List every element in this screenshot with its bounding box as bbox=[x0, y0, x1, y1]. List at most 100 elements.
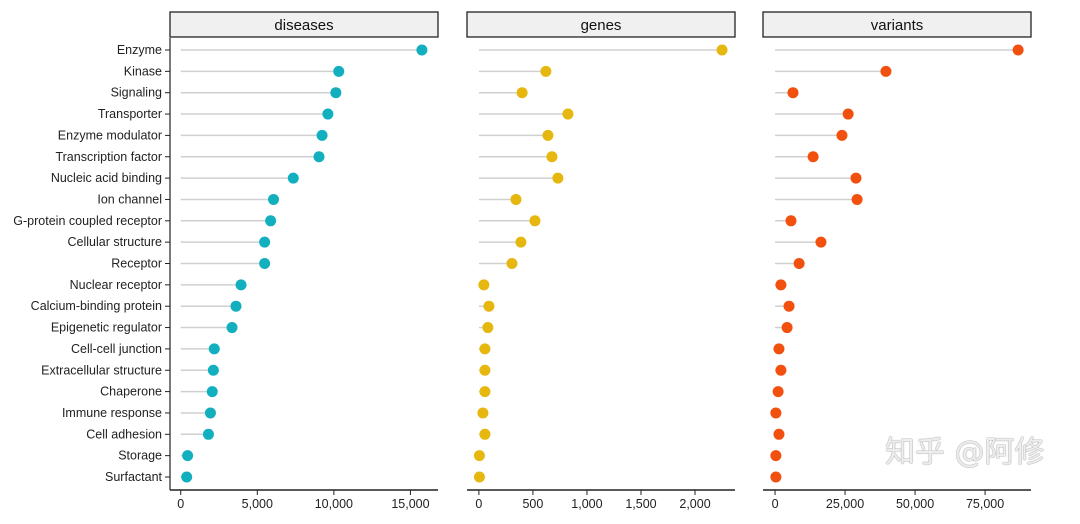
lollipop-point bbox=[259, 258, 271, 269]
lollipop-point bbox=[479, 343, 491, 355]
lollipop-point bbox=[181, 471, 193, 483]
lollipop-point bbox=[202, 428, 214, 440]
y-tick-label: Signaling bbox=[111, 86, 162, 100]
facet-label: variants bbox=[871, 17, 924, 34]
facet-strip-genes bbox=[466, 11, 736, 38]
lollipop-point bbox=[482, 322, 494, 334]
lollipop-point bbox=[265, 215, 277, 227]
watermark: 知乎 @阿修 bbox=[885, 435, 1045, 470]
lollipop-point bbox=[259, 236, 271, 248]
lollipop-point bbox=[204, 407, 216, 419]
lollipop-point bbox=[773, 428, 785, 440]
lollipop-point bbox=[815, 236, 827, 248]
lollipop-point bbox=[230, 300, 242, 312]
lollipop-point bbox=[781, 322, 793, 334]
lollipop-point bbox=[542, 129, 554, 141]
lollipop-point bbox=[552, 172, 564, 184]
lollipop-point bbox=[773, 343, 785, 355]
lollipop-point bbox=[515, 236, 527, 248]
x-tick-label: 15,000 bbox=[391, 497, 429, 511]
lollipop-point bbox=[785, 215, 797, 227]
y-tick-label: Immune response bbox=[62, 406, 162, 420]
y-tick-label: Receptor bbox=[111, 257, 162, 271]
lollipop-point bbox=[787, 87, 799, 99]
lollipop-point bbox=[850, 172, 862, 184]
lollipop-point bbox=[483, 300, 495, 312]
lollipop-point bbox=[770, 471, 782, 483]
x-tick-label: 5,000 bbox=[242, 497, 273, 511]
lollipop-point bbox=[313, 151, 325, 163]
y-tick-label: Nucleic acid binding bbox=[51, 171, 162, 185]
lollipop-point bbox=[206, 386, 218, 398]
x-tick-label: 10,000 bbox=[315, 497, 353, 511]
x-tick-label: 50,000 bbox=[896, 497, 934, 511]
y-tick-label: Cell adhesion bbox=[86, 427, 162, 441]
lollipop-point bbox=[772, 386, 784, 398]
lollipop-point bbox=[473, 471, 485, 483]
lollipop-point bbox=[416, 44, 428, 56]
lollipop-point bbox=[479, 386, 491, 398]
y-tick-label: Epigenetic regulator bbox=[51, 321, 162, 335]
lollipop-point bbox=[479, 364, 491, 376]
lollipop-point bbox=[775, 279, 787, 291]
y-tick-label: Cellular structure bbox=[68, 235, 163, 249]
x-tick-label: 1,000 bbox=[571, 497, 602, 511]
y-tick-label: Calcium-binding protein bbox=[31, 299, 162, 313]
lollipop-point bbox=[473, 450, 485, 462]
y-tick-label: Storage bbox=[118, 449, 162, 463]
facet-label: genes bbox=[581, 17, 622, 34]
lollipop-point bbox=[1012, 44, 1024, 56]
lollipop-point bbox=[562, 108, 574, 120]
lollipop-point bbox=[793, 258, 805, 269]
lollipop-point bbox=[770, 407, 782, 419]
facet-strip-variants bbox=[762, 11, 1032, 38]
lollipop-point bbox=[208, 343, 220, 355]
x-tick-label: 75,000 bbox=[966, 497, 1004, 511]
lollipop-point bbox=[880, 65, 892, 77]
lollipop-point bbox=[226, 322, 238, 334]
y-tick-label: Nuclear receptor bbox=[70, 278, 162, 292]
lollipop-point bbox=[330, 87, 342, 99]
lollipop-point bbox=[775, 364, 787, 376]
lollipop-point bbox=[316, 129, 328, 141]
lollipop-point bbox=[235, 279, 247, 291]
lollipop-point bbox=[207, 364, 219, 376]
lollipop-point bbox=[540, 65, 552, 77]
y-tick-label: Transcription factor bbox=[55, 150, 162, 164]
lollipop-point bbox=[770, 450, 782, 462]
lollipop-point bbox=[506, 258, 518, 269]
facet-strip-diseases bbox=[169, 11, 439, 38]
y-tick-label: Kinase bbox=[124, 64, 162, 78]
y-tick-label: Transporter bbox=[98, 107, 162, 121]
lollipop-point bbox=[333, 65, 345, 77]
x-tick-label: 0 bbox=[475, 497, 482, 511]
lollipop-point bbox=[182, 450, 194, 462]
x-tick-label: 500 bbox=[522, 497, 543, 511]
y-tick-label: Surfactant bbox=[105, 470, 163, 484]
lollipop-point bbox=[851, 193, 863, 205]
lollipop-point bbox=[836, 129, 848, 141]
y-tick-label: Enzyme modulator bbox=[58, 128, 162, 142]
lollipop-point bbox=[546, 151, 558, 163]
y-tick-label: Extracellular structure bbox=[41, 363, 162, 377]
lollipop-point bbox=[807, 151, 819, 163]
lollipop-point bbox=[529, 215, 541, 227]
y-tick-label: Cell-cell junction bbox=[71, 342, 162, 356]
x-tick-label: 0 bbox=[772, 497, 779, 511]
lollipop-point bbox=[268, 193, 280, 205]
lollipop-point bbox=[477, 407, 489, 419]
y-tick-label: Enzyme bbox=[117, 43, 162, 57]
lollipop-point bbox=[516, 87, 528, 99]
lollipop-point bbox=[783, 300, 795, 312]
x-tick-label: 0 bbox=[177, 497, 184, 511]
lollipop-point bbox=[478, 279, 490, 291]
y-tick-label: Ion channel bbox=[97, 192, 162, 206]
x-tick-label: 25,000 bbox=[826, 497, 864, 511]
x-tick-label: 2,000 bbox=[679, 497, 710, 511]
lollipop-point bbox=[479, 428, 491, 440]
lollipop-point bbox=[287, 172, 299, 184]
x-tick-label: 1,500 bbox=[625, 497, 656, 511]
lollipop-point bbox=[842, 108, 854, 120]
y-tick-label: Chaperone bbox=[100, 385, 162, 399]
